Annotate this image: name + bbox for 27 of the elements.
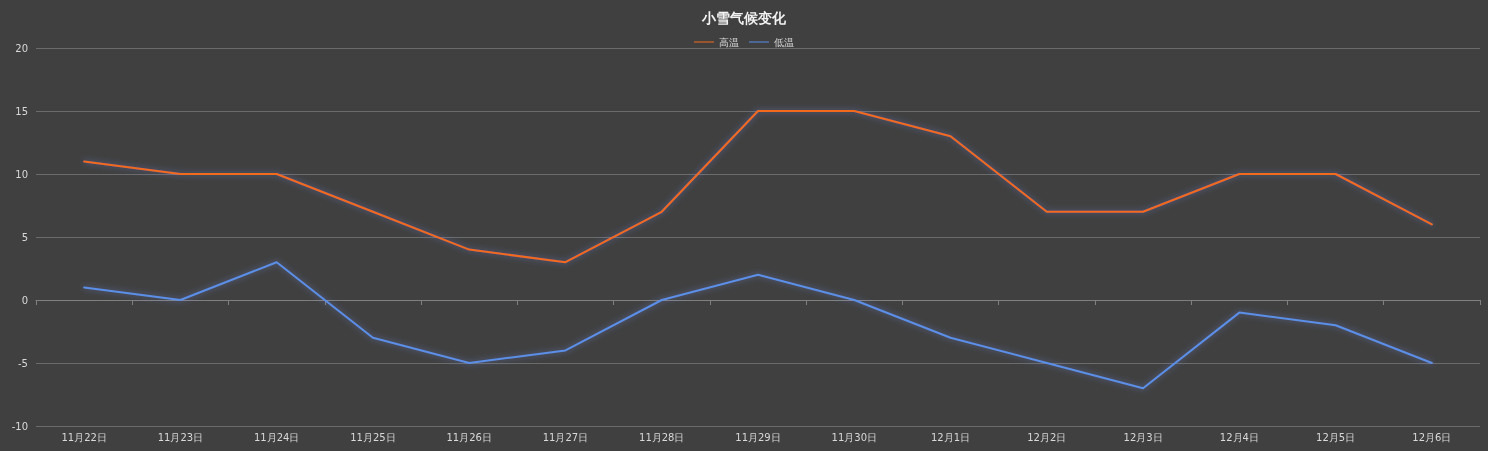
x-tick-label: 12月4日 — [1219, 431, 1259, 443]
line-series — [83, 110, 1433, 264]
x-tick-label: 11月30日 — [831, 431, 877, 443]
x-tick-label: 12月5日 — [1316, 431, 1356, 443]
y-tick-label: -5 — [18, 357, 28, 369]
x-tick-label: 12月1日 — [930, 431, 971, 443]
line-series — [83, 261, 1433, 390]
x-tick-label: 11月27日 — [542, 431, 589, 443]
legend-label: 低温 — [774, 36, 794, 48]
y-tick-label: 20 — [15, 42, 28, 54]
chart-title: 小雪气候变化 — [701, 10, 787, 26]
x-tick-label: 12月3日 — [1123, 431, 1163, 443]
legend-label: 高温 — [719, 36, 739, 48]
y-tick-label: 10 — [15, 168, 28, 180]
x-tick-label: 11月26日 — [446, 431, 492, 443]
x-tick-label: 11月22日 — [61, 431, 107, 443]
x-tick-label: 11月25日 — [350, 431, 396, 443]
y-tick-label: -10 — [11, 420, 28, 432]
x-tick-label: 12月6日 — [1412, 431, 1452, 443]
x-tick-label: 11月24日 — [253, 431, 300, 443]
x-tick-label: 11月23日 — [157, 431, 204, 443]
x-tick-label: 11月29日 — [735, 431, 781, 443]
x-tick-label: 11月28日 — [639, 431, 685, 443]
y-tick-label: 0 — [21, 294, 28, 306]
x-tick-label: 12月2日 — [1027, 431, 1067, 443]
y-tick-label: 5 — [21, 231, 28, 243]
y-tick-label: 15 — [15, 105, 28, 117]
